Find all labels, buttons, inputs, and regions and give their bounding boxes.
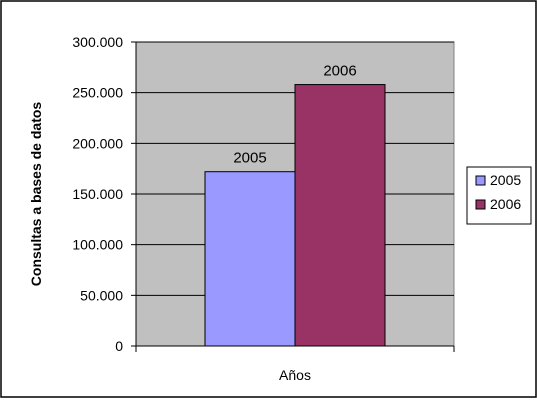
y-tick-label: 300.000 [72,34,123,50]
y-tick-label: 150.000 [72,186,123,202]
y-tick-label: 0 [115,338,123,354]
bars: 2005 2006 [204,63,386,347]
x-axis-title: Años [279,367,311,383]
data-label-2006: 2006 [323,63,356,80]
legend-label-2005: 2005 [490,172,521,188]
legend-label-2006: 2006 [490,196,521,212]
y-tick-label: 250.000 [72,85,123,101]
y-axis-title: Consultas a bases de datos [28,102,44,287]
data-label-2005: 2005 [233,150,266,167]
bar-2005 [204,171,296,347]
legend-swatch-2006 [475,199,486,210]
y-tick-label: 100.000 [72,237,123,253]
bar-2006 [294,84,386,347]
y-tick-label: 50.000 [80,287,123,303]
legend: 2005 2006 [466,166,532,225]
axes: 0 50.000 100.000 150.000 200.000 250.000 300.0… [72,34,455,354]
legend-swatch-2005 [475,175,486,186]
y-tick-label: 200.000 [72,135,123,151]
